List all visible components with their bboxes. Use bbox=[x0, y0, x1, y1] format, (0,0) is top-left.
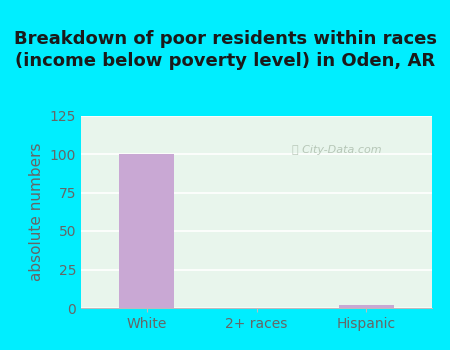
Y-axis label: absolute numbers: absolute numbers bbox=[29, 142, 44, 281]
Text: Breakdown of poor residents within races
(income below poverty level) in Oden, A: Breakdown of poor residents within races… bbox=[14, 30, 436, 70]
Text: ⓘ City-Data.com: ⓘ City-Data.com bbox=[292, 145, 382, 155]
Bar bbox=[339, 305, 394, 308]
Bar bbox=[119, 154, 174, 308]
